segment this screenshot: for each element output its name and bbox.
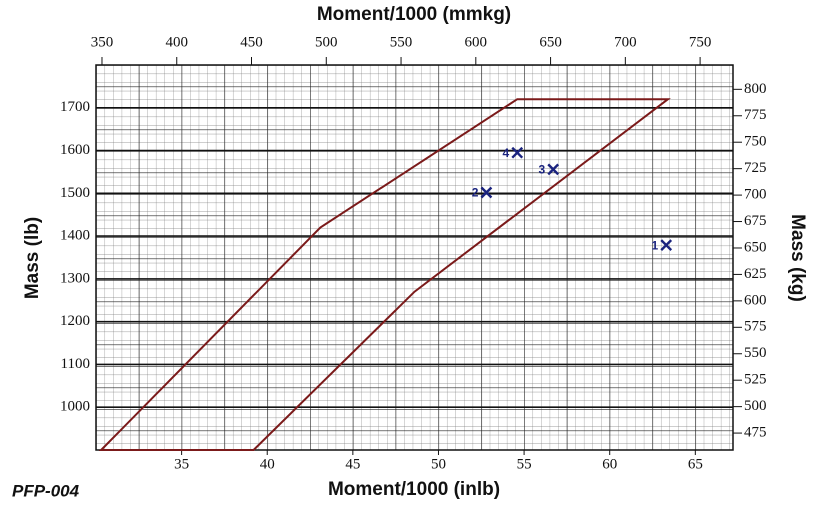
top-axis-title: Moment/1000 (mmkg) — [317, 4, 511, 25]
y2-tick-label: 575 — [744, 319, 767, 335]
y2-tick-label: 700 — [744, 187, 767, 203]
y-tick-label: 1400 — [60, 228, 90, 244]
left-axis-title: Mass (lb) — [22, 217, 43, 299]
y2-tick-label: 550 — [744, 345, 767, 361]
point — [511, 146, 524, 159]
y2-tick-label: 675 — [744, 213, 767, 229]
y-tick-label: 1300 — [60, 270, 90, 286]
y-tick-label: 1500 — [60, 185, 90, 201]
y-tick-label: 1000 — [60, 399, 90, 415]
major-grid — [96, 65, 733, 450]
y2-tick-label: 725 — [744, 160, 767, 176]
x-tick-label: 50 — [431, 456, 446, 472]
point-stroke — [660, 239, 673, 251]
x2-tick-label: 650 — [539, 34, 562, 50]
bottom-axis-title: Moment/1000 (inlb) — [328, 479, 500, 500]
y2-tick-label: 600 — [744, 292, 767, 308]
y2-tick-label: 650 — [744, 239, 767, 255]
chart-id: PFP-004 — [12, 481, 80, 500]
y2-tick-label: 750 — [744, 134, 767, 150]
point-stroke — [511, 146, 524, 159]
right-axis-title: Mass (kg) — [787, 214, 808, 302]
x-tick-label: 65 — [688, 456, 703, 472]
y2-tick-label: 800 — [744, 81, 767, 97]
point-stroke — [480, 186, 493, 199]
point — [660, 239, 673, 251]
point-label: 3 — [539, 163, 546, 177]
y-tick-label: 1600 — [60, 142, 90, 158]
point-label: 2 — [472, 186, 479, 200]
y2-tick-label: 525 — [744, 372, 767, 388]
x2-tick-label: 700 — [614, 34, 637, 50]
y-tick-label: 1200 — [60, 313, 90, 329]
point-label: 1 — [652, 238, 659, 252]
x2-tick-label: 350 — [91, 34, 114, 50]
x2-tick-label: 550 — [390, 34, 413, 50]
x-tick-label: 35 — [174, 456, 189, 472]
y2-tick-label: 775 — [744, 107, 767, 123]
x2-tick-label: 450 — [240, 34, 263, 50]
x-tick-label: 45 — [345, 456, 360, 472]
x-tick-label: 60 — [602, 456, 617, 472]
x2-tick-label: 600 — [465, 34, 488, 50]
x-tick-label: 40 — [260, 456, 275, 472]
y2-tick-label: 625 — [744, 266, 767, 282]
point — [480, 186, 493, 199]
y-tick-label: 1100 — [61, 356, 90, 372]
x2-tick-label: 500 — [315, 34, 338, 50]
envelope — [98, 98, 671, 451]
point — [547, 163, 560, 176]
y-tick-label: 1700 — [60, 99, 90, 115]
x2-tick-label: 400 — [165, 34, 188, 50]
x2-tick-label: 750 — [689, 34, 712, 50]
point-stroke — [547, 163, 560, 176]
plot-frame — [95, 64, 734, 451]
y2-tick-label: 475 — [744, 425, 767, 441]
point-label: 4 — [503, 146, 510, 160]
x-tick-label: 55 — [517, 456, 532, 472]
y2-tick-label: 500 — [744, 398, 767, 414]
